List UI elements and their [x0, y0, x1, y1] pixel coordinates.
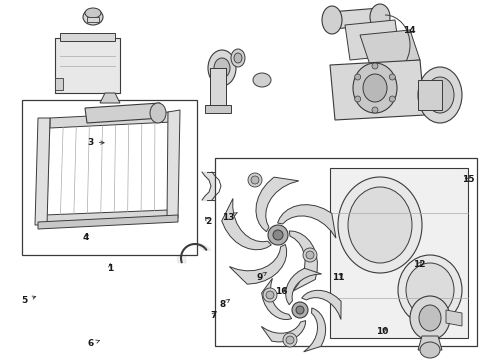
- Ellipse shape: [348, 187, 412, 263]
- Ellipse shape: [355, 96, 361, 102]
- Polygon shape: [330, 60, 425, 120]
- Polygon shape: [277, 204, 336, 238]
- Bar: [60, 33, 115, 41]
- Polygon shape: [167, 110, 180, 220]
- Text: 7: 7: [210, 310, 217, 320]
- Ellipse shape: [390, 96, 395, 102]
- Text: 10: 10: [376, 327, 389, 336]
- Bar: [55, 78, 63, 90]
- Ellipse shape: [268, 225, 288, 245]
- Bar: [87, 17, 99, 22]
- Bar: [22, 100, 197, 255]
- Ellipse shape: [372, 63, 378, 69]
- Ellipse shape: [363, 74, 387, 102]
- Ellipse shape: [231, 49, 245, 67]
- Text: 16: 16: [275, 287, 288, 296]
- Ellipse shape: [372, 107, 378, 113]
- Polygon shape: [302, 291, 341, 319]
- Polygon shape: [50, 112, 172, 128]
- Polygon shape: [229, 244, 287, 284]
- Polygon shape: [289, 231, 318, 291]
- Ellipse shape: [419, 305, 441, 331]
- Ellipse shape: [263, 288, 277, 302]
- Ellipse shape: [248, 173, 262, 187]
- Ellipse shape: [406, 263, 454, 317]
- Ellipse shape: [208, 50, 236, 86]
- Ellipse shape: [370, 4, 390, 30]
- Ellipse shape: [306, 251, 314, 259]
- Polygon shape: [85, 103, 162, 123]
- Ellipse shape: [85, 8, 101, 18]
- Polygon shape: [330, 8, 382, 29]
- Ellipse shape: [286, 336, 294, 344]
- Text: 4: 4: [82, 233, 89, 242]
- Bar: [418, 80, 442, 110]
- Ellipse shape: [253, 73, 271, 87]
- Polygon shape: [100, 93, 120, 103]
- Ellipse shape: [150, 103, 166, 123]
- Ellipse shape: [273, 230, 283, 240]
- Ellipse shape: [420, 342, 440, 358]
- Text: 6: 6: [88, 339, 99, 348]
- Text: 13: 13: [221, 213, 237, 222]
- Polygon shape: [256, 177, 299, 232]
- Polygon shape: [360, 30, 420, 65]
- Polygon shape: [262, 278, 292, 319]
- Text: 14: 14: [403, 26, 416, 35]
- Ellipse shape: [266, 291, 274, 299]
- Bar: [330, 168, 468, 338]
- Ellipse shape: [355, 74, 361, 80]
- Polygon shape: [38, 215, 178, 229]
- Ellipse shape: [283, 333, 297, 347]
- Ellipse shape: [296, 306, 304, 314]
- Polygon shape: [221, 198, 271, 250]
- Text: 11: 11: [332, 273, 344, 282]
- Ellipse shape: [418, 67, 462, 123]
- Ellipse shape: [390, 74, 395, 80]
- Ellipse shape: [398, 255, 462, 325]
- Text: 9: 9: [256, 273, 266, 282]
- Text: 2: 2: [205, 217, 211, 226]
- Polygon shape: [35, 118, 50, 225]
- Text: 8: 8: [220, 300, 229, 309]
- Polygon shape: [45, 210, 170, 225]
- Ellipse shape: [251, 176, 259, 184]
- Polygon shape: [261, 321, 306, 342]
- Ellipse shape: [410, 296, 450, 340]
- Ellipse shape: [234, 53, 242, 63]
- Polygon shape: [286, 268, 321, 305]
- Polygon shape: [418, 336, 442, 350]
- Ellipse shape: [303, 248, 317, 262]
- Bar: [215, 158, 477, 346]
- Text: 12: 12: [413, 260, 425, 269]
- Polygon shape: [345, 20, 400, 60]
- Text: 3: 3: [88, 138, 104, 147]
- Bar: [205, 105, 231, 113]
- Ellipse shape: [338, 177, 422, 273]
- Ellipse shape: [353, 63, 397, 113]
- Ellipse shape: [426, 77, 454, 113]
- Ellipse shape: [322, 6, 342, 34]
- Polygon shape: [304, 308, 326, 352]
- Bar: [55, 38, 120, 93]
- Ellipse shape: [83, 9, 103, 25]
- Text: 5: 5: [22, 296, 36, 305]
- Text: 1: 1: [107, 264, 113, 273]
- Polygon shape: [446, 310, 462, 326]
- Ellipse shape: [292, 302, 308, 318]
- Ellipse shape: [214, 58, 230, 78]
- Text: 15: 15: [462, 175, 474, 184]
- Bar: [210, 68, 226, 108]
